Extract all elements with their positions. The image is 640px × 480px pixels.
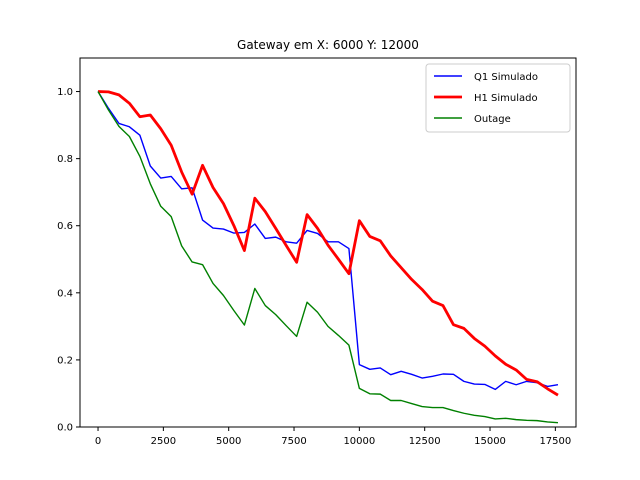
- y-tick-label: 0.0: [57, 423, 73, 434]
- legend-label-0: Q1 Simulado: [474, 72, 538, 83]
- x-tick-label: 2500: [151, 436, 176, 447]
- x-tick-label: 5000: [216, 436, 241, 447]
- plot-area-frame: [79, 57, 577, 428]
- series-layer: [97, 90, 559, 424]
- y-tick-label: 0.6: [57, 221, 73, 232]
- y-tick-label: 1.0: [57, 87, 73, 98]
- series-line-1: [97, 90, 559, 397]
- y-axis: 0.0 0.2 0.4 0.6 0.8 1.0: [57, 87, 80, 434]
- x-tick-label: 15000: [474, 436, 506, 447]
- series-line-2: [97, 91, 559, 424]
- x-tick-label: 0: [95, 436, 101, 447]
- x-tick-label: 7500: [281, 436, 306, 447]
- x-axis: 0 2500 5000 7500 10000 12500 15000 17500: [95, 427, 571, 447]
- legend-label-1: H1 Simulado: [474, 93, 538, 104]
- x-tick-label: 12500: [409, 436, 441, 447]
- y-tick-label: 0.4: [57, 288, 73, 299]
- legend-label-2: Outage: [474, 114, 511, 125]
- x-tick-label: 17500: [539, 436, 571, 447]
- chart-title: Gateway em X: 6000 Y: 12000: [237, 38, 419, 52]
- y-tick-label: 0.8: [57, 154, 73, 165]
- legend: Q1 Simulado H1 Simulado Outage: [425, 63, 571, 133]
- x-tick-label: 10000: [343, 436, 375, 447]
- series-line-0: [97, 91, 559, 391]
- legend-box: [425, 63, 571, 133]
- y-tick-label: 0.2: [57, 355, 73, 366]
